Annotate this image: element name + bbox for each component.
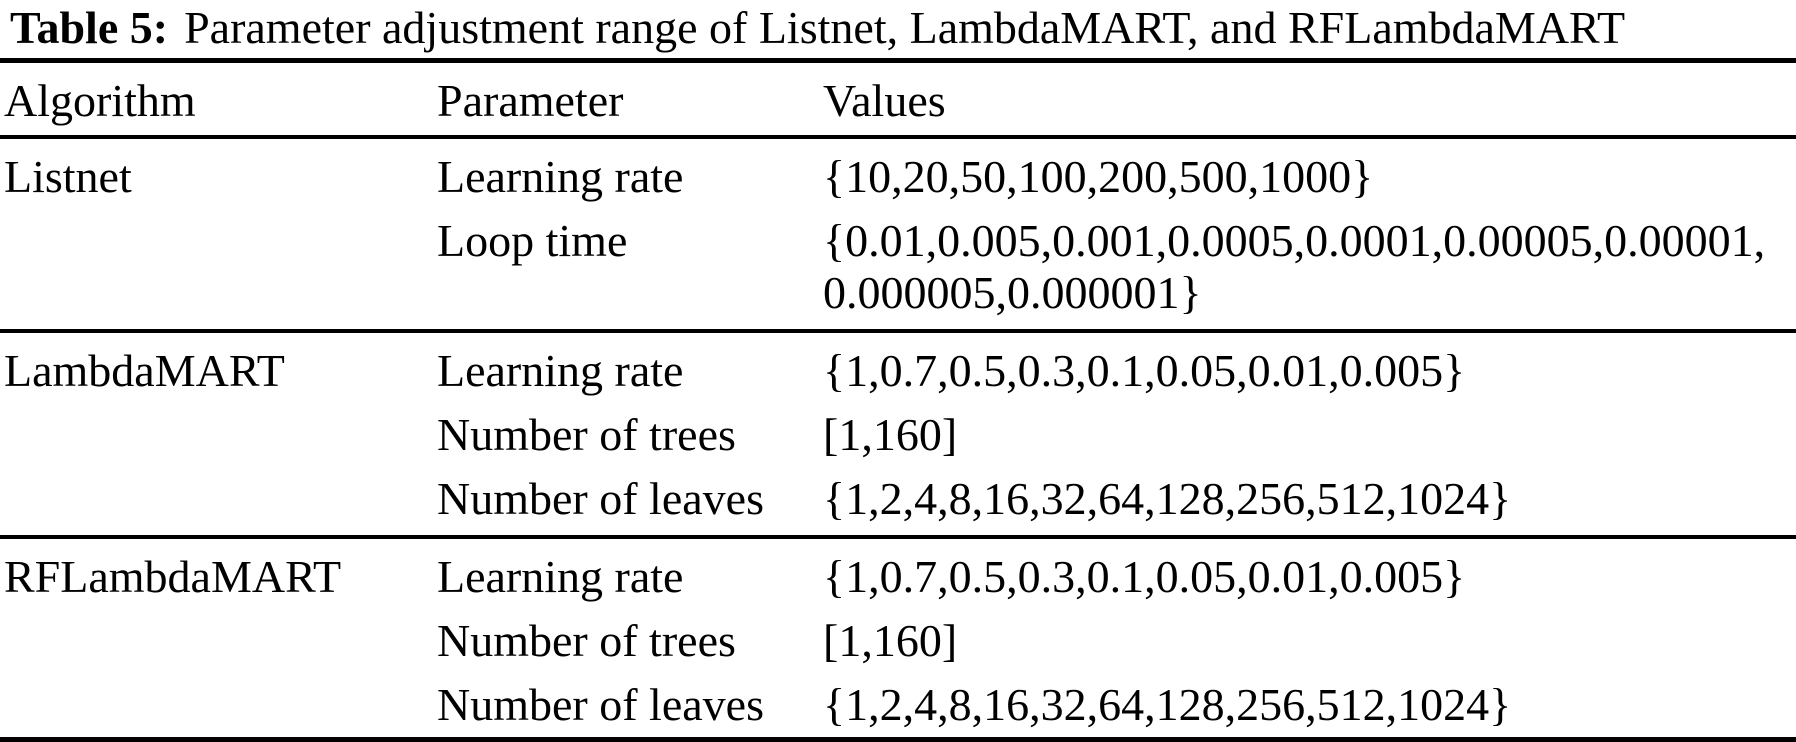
- values-cell: {1,2,4,8,16,32,64,128,256,512,1024}: [823, 679, 1512, 730]
- parameter-cell: Number of trees: [437, 409, 736, 460]
- values-cell: [1,160]: [823, 409, 958, 460]
- algorithm-cell: Listnet: [4, 151, 132, 202]
- header-rule: [0, 135, 1796, 139]
- values-cell: [1,160]: [823, 615, 958, 666]
- parameter-cell: Number of trees: [437, 615, 736, 666]
- algorithm-cell: RFLambdaMART: [4, 551, 342, 602]
- column-header-parameter: Parameter: [437, 75, 624, 126]
- parameter-cell: Learning rate: [437, 345, 684, 396]
- values-cell: {1,0.7,0.5,0.3,0.1,0.05,0.01,0.005}: [823, 551, 1466, 602]
- parameter-cell: Loop time: [437, 215, 628, 266]
- parameter-cell: Learning rate: [437, 151, 684, 202]
- table-caption-label: Table 5:: [10, 2, 169, 53]
- group-listnet: Listnet Learning rate {10,20,50,100,200,…: [0, 151, 1796, 329]
- parameter-cell: Learning rate: [437, 551, 684, 602]
- table-row: Loop time {0.01,0.005,0.001,0.0005,0.000…: [0, 215, 1796, 319]
- values-cell: {0.01,0.005,0.001,0.0005,0.0001,0.00005,…: [823, 215, 1796, 319]
- table-row: LambdaMART Learning rate {1,0.7,0.5,0.3,…: [0, 345, 1796, 397]
- algorithm-cell: LambdaMART: [4, 345, 285, 396]
- group-lambdamart: LambdaMART Learning rate {1,0.7,0.5,0.3,…: [0, 345, 1796, 535]
- column-header-algorithm: Algorithm: [4, 75, 196, 126]
- table-row: Number of trees [1,160]: [0, 615, 1796, 667]
- group-rule: [0, 535, 1796, 539]
- table-caption: Table 5: Parameter adjustment range of Li…: [0, 0, 1796, 52]
- bottom-rule: [0, 737, 1796, 742]
- column-header-values: Values: [823, 75, 946, 126]
- table-header-row: Algorithm Parameter Values: [0, 75, 1796, 135]
- values-cell: {1,2,4,8,16,32,64,128,256,512,1024}: [823, 473, 1512, 524]
- table-row: Number of leaves {1,2,4,8,16,32,64,128,2…: [0, 473, 1796, 525]
- table-row: Number of trees [1,160]: [0, 409, 1796, 461]
- parameter-cell: Number of leaves: [437, 473, 764, 524]
- values-cell: {1,0.7,0.5,0.3,0.1,0.05,0.01,0.005}: [823, 345, 1466, 396]
- group-rule: [0, 329, 1796, 333]
- top-rule: [0, 58, 1796, 63]
- group-rflambdamart: RFLambdaMART Learning rate {1,0.7,0.5,0.…: [0, 551, 1796, 737]
- values-cell: {10,20,50,100,200,500,1000}: [823, 151, 1374, 202]
- table-row: Listnet Learning rate {10,20,50,100,200,…: [0, 151, 1796, 203]
- table-caption-text: Parameter adjustment range of Listnet, L…: [184, 2, 1626, 53]
- parameter-cell: Number of leaves: [437, 679, 764, 730]
- table-row: RFLambdaMART Learning rate {1,0.7,0.5,0.…: [0, 551, 1796, 603]
- values-line: 0.000005,0.000001}: [823, 267, 1202, 318]
- values-line: {0.01,0.005,0.001,0.0005,0.0001,0.00005,…: [823, 215, 1766, 266]
- table-row: Number of leaves {1,2,4,8,16,32,64,128,2…: [0, 679, 1796, 731]
